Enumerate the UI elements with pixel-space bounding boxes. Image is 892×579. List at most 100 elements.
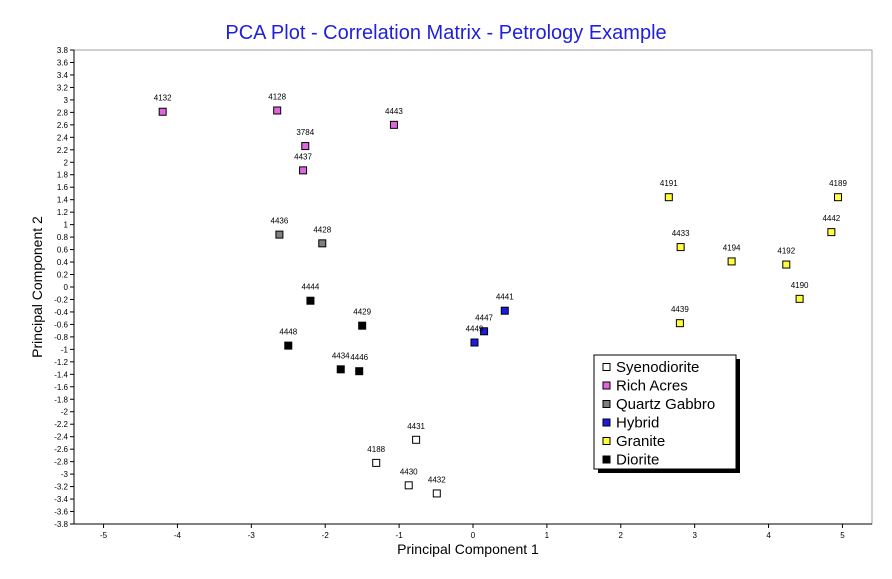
point-label: 4434 (332, 351, 350, 360)
point-label: 3784 (296, 128, 314, 137)
legend-swatch (602, 381, 611, 390)
point-label: 4128 (268, 92, 286, 101)
point-label: 4190 (791, 281, 809, 290)
y-tick-label: -0.2 (54, 295, 68, 304)
y-axis-label: Principal Component 2 (29, 216, 45, 358)
point-label: 4437 (294, 152, 312, 161)
y-tick-label: -1.6 (54, 383, 68, 392)
legend-label: Quartz Gabbro (616, 396, 715, 413)
y-tick-label: -0.8 (54, 333, 68, 342)
point-label: 4447 (475, 313, 493, 322)
y-tick-label: 2 (64, 158, 69, 167)
y-tick-label: 1.4 (57, 196, 69, 205)
data-point (432, 489, 441, 498)
point-label: 4432 (428, 475, 446, 484)
data-point (480, 327, 489, 336)
data-point (358, 321, 367, 330)
x-tick-label: 2 (619, 531, 624, 540)
plot-area (73, 49, 873, 525)
data-point (676, 243, 685, 252)
x-tick-label: 1 (545, 531, 550, 540)
y-tick-label: 1.6 (57, 183, 69, 192)
data-point (404, 481, 413, 490)
point-label: 4441 (496, 293, 514, 302)
y-tick-label: -2.2 (54, 420, 68, 429)
y-tick-label: -1.4 (54, 370, 68, 379)
y-tick-label: 3.2 (57, 83, 69, 92)
x-tick-label: 4 (766, 531, 771, 540)
point-label: 4449 (466, 325, 484, 334)
y-tick-label: 0 (64, 283, 69, 292)
y-tick-label: -1.2 (54, 358, 68, 367)
point-label: 4431 (407, 422, 425, 431)
x-tick-label: 3 (692, 531, 697, 540)
data-point (299, 166, 308, 175)
y-tick-label: 0.2 (57, 271, 69, 280)
y-tick-label: 3.6 (57, 58, 69, 67)
data-point (664, 193, 673, 202)
data-point (306, 296, 315, 305)
y-tick-label: -3.4 (54, 495, 68, 504)
data-point (158, 107, 167, 116)
point-label: 4446 (350, 353, 368, 362)
data-point (336, 365, 345, 374)
y-tick-label: 2.8 (57, 108, 69, 117)
data-point (412, 435, 421, 444)
point-label: 4443 (385, 107, 403, 116)
x-tick-label: -5 (100, 531, 108, 540)
y-tick-label: 1.2 (57, 208, 69, 217)
y-tick-label: -0.4 (54, 308, 68, 317)
y-tick-label: 0.4 (57, 258, 69, 267)
point-label: 4433 (672, 229, 690, 238)
data-point (301, 142, 310, 151)
point-label: 4194 (723, 243, 741, 252)
y-tick-label: -1 (61, 345, 69, 354)
y-tick-label: -3 (61, 470, 69, 479)
y-tick-label: 2.4 (57, 133, 69, 142)
y-tick-label: -2.8 (54, 458, 68, 467)
x-tick-label: -4 (174, 531, 182, 540)
y-tick-label: -0.6 (54, 320, 68, 329)
data-point (795, 294, 804, 303)
point-label: 4436 (271, 217, 289, 226)
legend-label: Syenodiorite (616, 359, 699, 376)
data-point (500, 306, 509, 315)
data-point (470, 338, 479, 347)
y-tick-label: -3.8 (54, 520, 68, 529)
data-point (372, 458, 381, 467)
y-tick-label: 3 (64, 96, 69, 105)
x-ticks: -5 -4 -3 -2 -1 0 1 2 3 4 5 (100, 524, 845, 540)
legend-label: Rich Acres (616, 378, 688, 395)
data-point (275, 230, 284, 239)
y-tick-label: 3.4 (57, 71, 69, 80)
data-points: 4431 4188 4430 4432 4132 4128 4443 3784 4437 4436… (154, 92, 847, 498)
data-point (727, 257, 736, 266)
y-tick-label: -2 (61, 408, 69, 417)
point-label: 4188 (367, 445, 385, 454)
legend-label: Hybrid (616, 415, 659, 432)
y-tick-label: 2.6 (57, 121, 69, 130)
y-tick-label: 3.8 (57, 46, 69, 55)
point-label: 4430 (400, 467, 418, 476)
point-label: 4132 (154, 94, 172, 103)
point-label: 4444 (302, 283, 320, 292)
legend-swatch (602, 418, 611, 427)
y-tick-label: 1 (64, 221, 69, 230)
point-label: 4192 (777, 247, 795, 256)
legend-swatch (602, 400, 611, 408)
data-point (834, 193, 843, 202)
y-tick-label: -2.6 (54, 445, 68, 454)
legend-label: Diorite (616, 452, 659, 469)
point-label: 4189 (829, 179, 847, 188)
data-point (675, 319, 684, 328)
point-label: 4429 (353, 308, 371, 317)
y-tick-label: 0.8 (57, 233, 69, 242)
legend-swatch (602, 455, 611, 464)
x-tick-label: -2 (322, 531, 330, 540)
x-tick-label: -1 (396, 531, 404, 540)
point-label: 4448 (279, 328, 297, 337)
data-point (273, 106, 282, 115)
y-tick-label: -3.6 (54, 508, 68, 517)
